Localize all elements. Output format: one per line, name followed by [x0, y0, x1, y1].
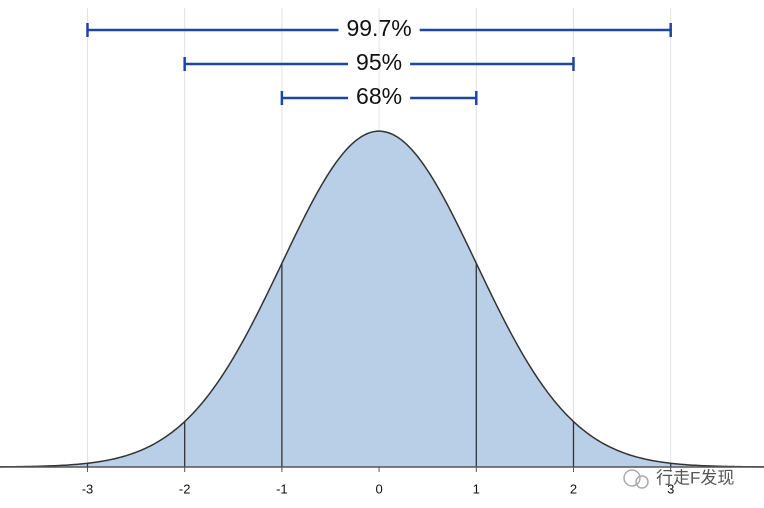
x-tick-label: 1: [473, 481, 480, 496]
curve: [0, 130, 764, 468]
interval-label: 95%: [356, 49, 402, 75]
x-tick-label: -2: [179, 481, 191, 496]
x-tick-label: -3: [82, 481, 94, 496]
watermark-icon: [635, 475, 649, 489]
curve-area: [0, 131, 764, 467]
interval-label: 99.7%: [346, 15, 411, 41]
x-tick-label: 3: [667, 481, 674, 496]
watermark-text: 行走F发现: [656, 468, 734, 487]
x-tick-label: 0: [375, 481, 382, 496]
x-tick-label: 2: [570, 481, 577, 496]
watermark-icon: [623, 469, 641, 487]
watermark: 行走F发现: [623, 468, 734, 489]
x-tick-label: -1: [276, 481, 288, 496]
interval-label: 68%: [356, 83, 402, 109]
